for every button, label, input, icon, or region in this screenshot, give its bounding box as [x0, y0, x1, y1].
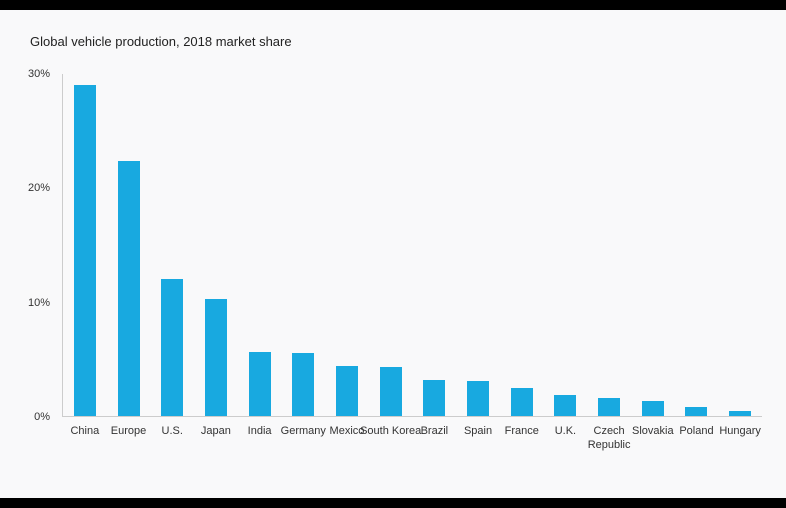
bar-india [248, 352, 271, 416]
bar-slot: Japan [194, 74, 238, 437]
x-axis-label: South Korea [360, 425, 422, 437]
x-axis-label: Poland [679, 425, 714, 437]
x-axis-label: Czech Republic [587, 425, 631, 452]
bar-slot: Poland [675, 74, 719, 437]
bar-u-s- [161, 279, 184, 416]
x-axis-label: Europe [110, 425, 147, 437]
top-frame-bar [0, 0, 786, 10]
bottom-frame-bar [0, 498, 786, 508]
bar-japan [204, 298, 227, 416]
x-axis-label: France [504, 425, 539, 437]
bar-slot: U.K. [544, 74, 588, 437]
x-axis-label: Spain [463, 425, 493, 437]
x-axis-label: Brazil [420, 425, 449, 437]
bar-czech-republic [598, 397, 621, 416]
bar-hungary [729, 411, 752, 416]
bar-slot: U.S. [150, 74, 194, 437]
x-axis-label: Japan [200, 425, 231, 437]
bar-slot: Germany [281, 74, 326, 437]
bar-spain [467, 380, 490, 416]
y-tick-label: 30% [27, 68, 50, 80]
x-axis-label: Mexico [329, 425, 365, 437]
bar-slot: Slovakia [631, 74, 675, 437]
bar-south-korea [379, 366, 402, 416]
x-axis-label: Hungary [719, 425, 761, 437]
x-axis-label: India [247, 425, 272, 437]
bar-slot: Hungary [718, 74, 762, 437]
bar-europe [117, 160, 140, 416]
x-axis-label: Germany [280, 425, 326, 437]
y-tick-label: 0% [34, 411, 50, 423]
bar-germany [292, 353, 315, 416]
bar-china [73, 85, 96, 416]
x-axis-label: U.K. [554, 425, 577, 437]
chart-title: Global vehicle production, 2018 market s… [30, 34, 292, 49]
bar-mexico [335, 365, 358, 416]
bar-slot: Brazil [413, 74, 457, 437]
bar-slot: Czech Republic [587, 74, 631, 451]
bar-slot: China [63, 74, 107, 437]
bar-slot: South Korea [360, 74, 421, 437]
y-axis: 0% 10% 20% 30% [0, 68, 56, 423]
bar-u-k- [554, 395, 577, 416]
bar-france [510, 387, 533, 416]
x-axis-label: U.S. [161, 425, 183, 437]
bar-slot: Spain [456, 74, 500, 437]
bar-brazil [423, 379, 446, 416]
bar-poland [685, 406, 708, 416]
y-tick-label: 20% [27, 182, 50, 195]
bar-slovakia [641, 401, 664, 416]
bar-slot: India [238, 74, 282, 437]
bar-slot: France [500, 74, 544, 437]
bar-slot: Europe [107, 74, 151, 437]
plot-area: China Europe U.S. Japan India Germany Mexico So… [62, 74, 762, 451]
x-axis-label: China [70, 425, 100, 437]
x-axis-label: Slovakia [631, 425, 674, 437]
y-tick-label: 10% [27, 296, 50, 309]
bar-slot: Mexico [325, 74, 369, 437]
